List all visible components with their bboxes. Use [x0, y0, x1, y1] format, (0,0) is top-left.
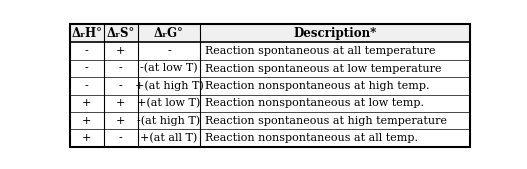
Text: Reaction nonspontaneous at high temp.: Reaction nonspontaneous at high temp.: [206, 81, 430, 91]
Text: Reaction spontaneous at low temperature: Reaction spontaneous at low temperature: [206, 64, 442, 74]
Text: -: -: [85, 81, 89, 91]
Text: +(at low T): +(at low T): [138, 98, 201, 108]
Text: Description*: Description*: [294, 27, 377, 40]
Text: -: -: [167, 46, 171, 56]
Text: Reaction spontaneous at high temperature: Reaction spontaneous at high temperature: [206, 116, 447, 126]
Text: -(at low T): -(at low T): [140, 63, 198, 74]
Text: -: -: [119, 81, 123, 91]
Bar: [70, 24, 471, 42]
Text: Reaction nonspontaneous at low temp.: Reaction nonspontaneous at low temp.: [206, 98, 424, 108]
Text: -: -: [85, 46, 89, 56]
Text: +(at high T): +(at high T): [134, 81, 203, 91]
Text: +: +: [116, 116, 125, 126]
Text: Reaction spontaneous at all temperature: Reaction spontaneous at all temperature: [206, 46, 436, 56]
Text: ΔᵣG°: ΔᵣG°: [154, 27, 184, 40]
Text: +: +: [82, 98, 92, 108]
Text: +: +: [82, 133, 92, 143]
Text: ΔᵣS°: ΔᵣS°: [106, 27, 135, 40]
Text: -: -: [119, 64, 123, 74]
Text: -: -: [85, 64, 89, 74]
Text: ΔᵣH°: ΔᵣH°: [71, 27, 102, 40]
Text: -: -: [119, 133, 123, 143]
Text: +: +: [116, 46, 125, 56]
Text: +: +: [82, 116, 92, 126]
Text: Reaction nonspontaneous at all temp.: Reaction nonspontaneous at all temp.: [206, 133, 418, 143]
Text: -(at high T): -(at high T): [138, 115, 200, 126]
Text: +: +: [116, 98, 125, 108]
Text: +(at all T): +(at all T): [140, 133, 198, 143]
